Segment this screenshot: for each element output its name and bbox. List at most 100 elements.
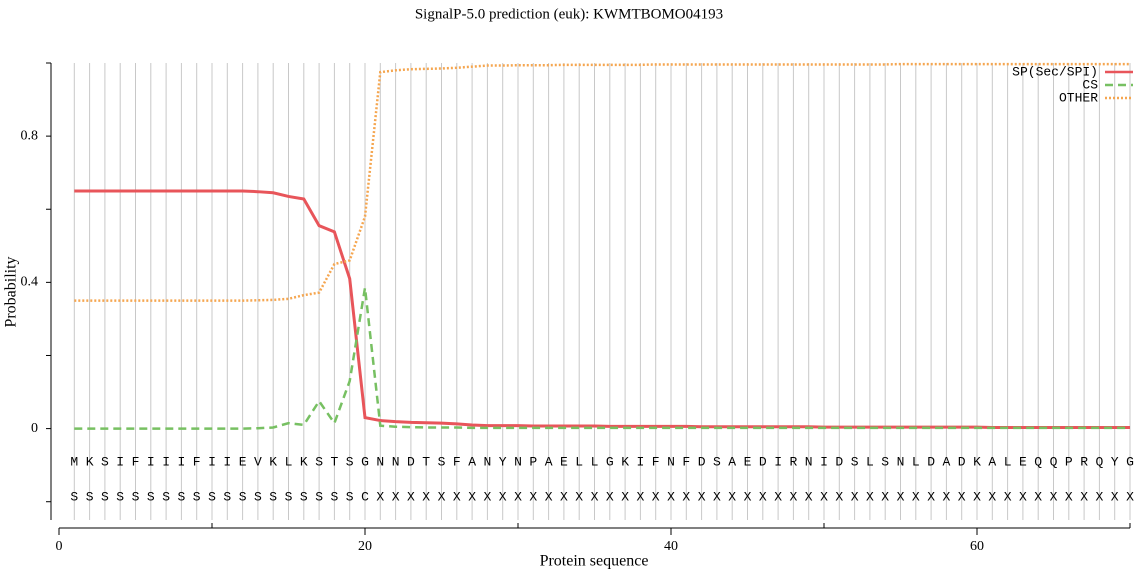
chart-title: SignalP-5.0 prediction (euk): KWMTBOMO04… xyxy=(415,6,723,22)
residue: S xyxy=(101,454,109,469)
residue: D xyxy=(759,454,767,469)
residue: F xyxy=(682,454,690,469)
residue: Q xyxy=(1034,454,1042,469)
residue-label: X xyxy=(591,489,599,504)
residue: D xyxy=(835,454,843,469)
residue-label: X xyxy=(422,489,430,504)
residue-label: X xyxy=(912,489,920,504)
residue-label: X xyxy=(927,489,935,504)
residue-label: X xyxy=(1019,489,1027,504)
residue: G xyxy=(1126,454,1134,469)
residue: N xyxy=(392,454,400,469)
residue: L xyxy=(575,454,583,469)
legend-label: OTHER xyxy=(1059,90,1098,105)
residue: E xyxy=(560,454,568,469)
residue-label: X xyxy=(1111,489,1119,504)
residue: V xyxy=(254,454,262,469)
residue: I xyxy=(636,454,644,469)
residue: S xyxy=(438,454,446,469)
residue: N xyxy=(483,454,491,469)
residue: A xyxy=(988,454,996,469)
residue-label: X xyxy=(392,489,400,504)
residue: L xyxy=(912,454,920,469)
residue-label: X xyxy=(789,489,797,504)
residue-label: X xyxy=(759,489,767,504)
residue-label: X xyxy=(728,489,736,504)
residue-label: X xyxy=(744,489,752,504)
residue: S xyxy=(851,454,859,469)
legend-label: SP(Sec/SPI) xyxy=(1012,64,1098,79)
residue: I xyxy=(223,454,231,469)
residue: N xyxy=(376,454,384,469)
residue-label: X xyxy=(988,489,996,504)
residue-label: X xyxy=(866,489,874,504)
residue-label: X xyxy=(499,489,507,504)
y-tick-label: 0 xyxy=(31,421,38,436)
residue-label: S xyxy=(223,489,231,504)
residue: K xyxy=(86,454,94,469)
residue-label: S xyxy=(315,489,323,504)
residue: N xyxy=(514,454,522,469)
residue: G xyxy=(606,454,614,469)
residue-label: X xyxy=(1034,489,1042,504)
residue: Y xyxy=(1111,454,1119,469)
residue: I xyxy=(820,454,828,469)
residue-label: X xyxy=(468,489,476,504)
residue: P xyxy=(1065,454,1073,469)
residue-label: X xyxy=(636,489,644,504)
residue: I xyxy=(147,454,155,469)
residue: L xyxy=(591,454,599,469)
residue: S xyxy=(315,454,323,469)
residue-label: X xyxy=(652,489,660,504)
residue: I xyxy=(774,454,782,469)
x-tick-label: 0 xyxy=(56,539,63,554)
residue-label: S xyxy=(132,489,140,504)
residue: N xyxy=(667,454,675,469)
residue: A xyxy=(468,454,476,469)
residue: Q xyxy=(1050,454,1058,469)
residue: R xyxy=(1080,454,1088,469)
y-tick-label: 0.4 xyxy=(21,275,39,290)
residue: A xyxy=(942,454,950,469)
residue: T xyxy=(422,454,430,469)
residue: I xyxy=(208,454,216,469)
residue-label: X xyxy=(805,489,813,504)
residue: E xyxy=(744,454,752,469)
residue: F xyxy=(453,454,461,469)
series-line xyxy=(74,62,1130,302)
residue-label: S xyxy=(346,489,354,504)
series-line xyxy=(74,189,1130,430)
residue-label: X xyxy=(376,489,384,504)
series-line xyxy=(74,287,1130,430)
residue: I xyxy=(162,454,170,469)
x-tick-label: 40 xyxy=(664,539,678,554)
residue-label: X xyxy=(560,489,568,504)
residue: E xyxy=(1019,454,1027,469)
residue: S xyxy=(346,454,354,469)
residue: L xyxy=(285,454,293,469)
residue: D xyxy=(958,454,966,469)
residue-label: X xyxy=(1095,489,1103,504)
residue-label: S xyxy=(101,489,109,504)
residue-label: S xyxy=(162,489,170,504)
residue-label: C xyxy=(361,489,369,504)
residue-label: S xyxy=(86,489,94,504)
residue: M xyxy=(70,454,78,469)
residue-label: S xyxy=(239,489,247,504)
residue: K xyxy=(269,454,277,469)
x-tick-label: 60 xyxy=(970,539,984,554)
residue-label: X xyxy=(820,489,828,504)
residue-label: X xyxy=(881,489,889,504)
residue-label: X xyxy=(1126,489,1134,504)
residue: L xyxy=(866,454,874,469)
residue: F xyxy=(193,454,201,469)
residue: F xyxy=(132,454,140,469)
residue: N xyxy=(897,454,905,469)
residue: P xyxy=(529,454,537,469)
residue-label: X xyxy=(1050,489,1058,504)
residue-label: X xyxy=(774,489,782,504)
residue: G xyxy=(361,454,369,469)
residue: D xyxy=(927,454,935,469)
residue: F xyxy=(652,454,660,469)
